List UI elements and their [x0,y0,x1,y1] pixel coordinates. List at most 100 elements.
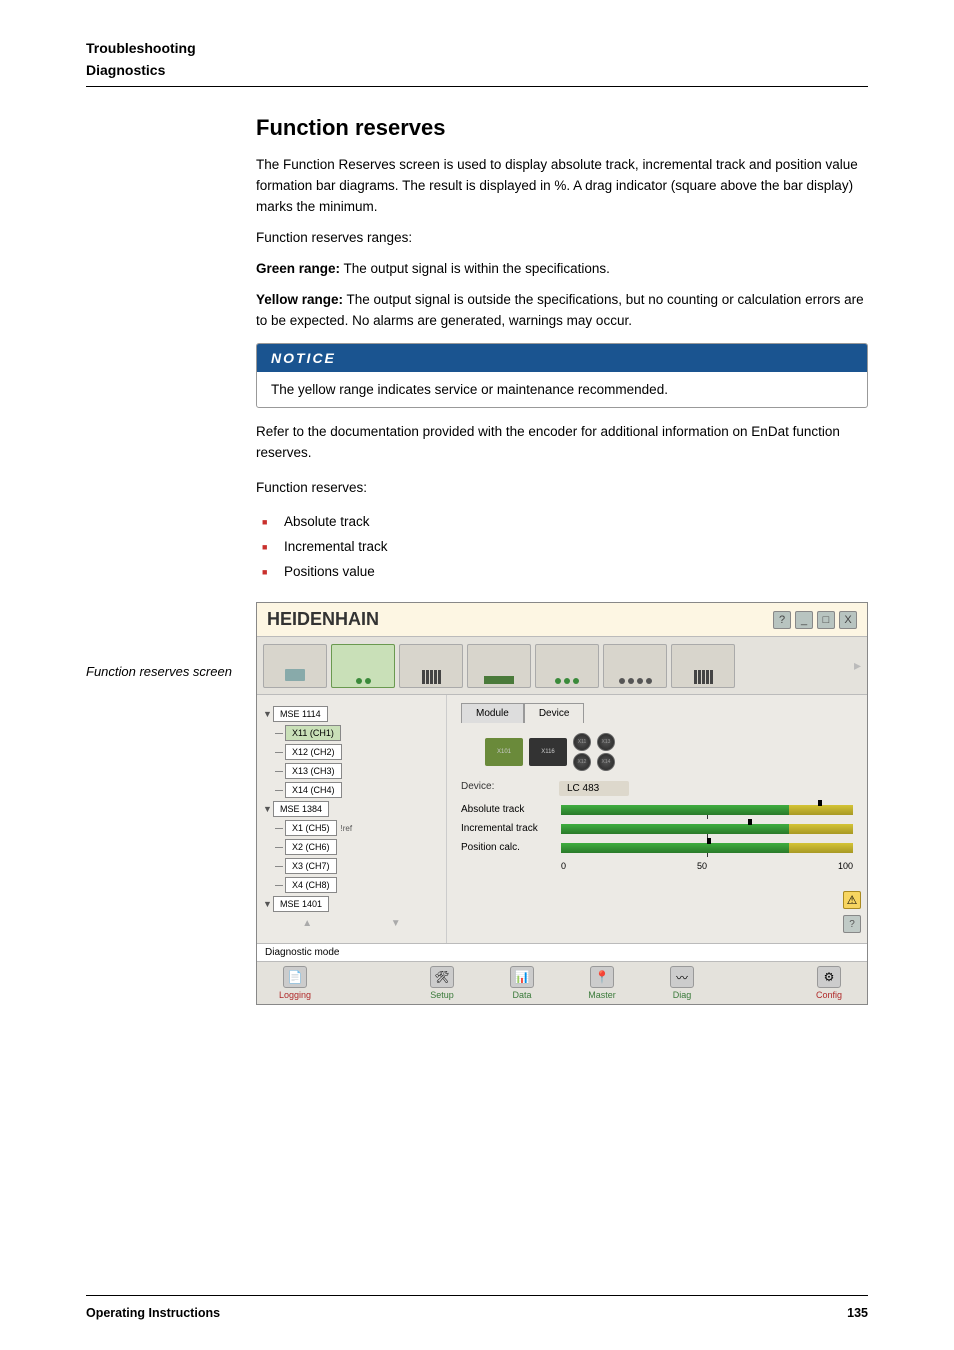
status-bar: Diagnostic mode [257,943,867,962]
tree-node[interactable]: MSE 1401 [273,896,329,912]
green-range-text: The output signal is within the specific… [340,261,610,276]
device-image-row: X101 X116 X11 X12 X13 X14 [461,733,853,771]
bar-scale: 0 50 100 [561,861,853,871]
reserve-bar-row: Position calc. [461,842,853,853]
header-rule [86,86,868,87]
figure-caption: Function reserves screen [86,663,236,681]
yellow-range-line: Yellow range: The output signal is outsi… [256,290,868,332]
logging-icon: 📄 [283,966,307,988]
tree-node[interactable]: MSE 1114 [273,706,328,722]
logging-button[interactable]: 📄Logging [265,966,325,1000]
tree-toggle-icon[interactable]: ▼ [263,899,273,909]
page-title: Function reserves [256,115,868,141]
drag-indicator [818,800,822,806]
app-titlebar: HEIDENHAIN ? _ □ X [257,603,867,637]
reserve-bar-row: Incremental track [461,823,853,834]
module-thumb[interactable] [671,644,735,688]
scroll-right-icon[interactable]: ▸ [854,657,861,674]
function-reserves-screenshot: HEIDENHAIN ? _ □ X ▸ [256,602,868,1005]
reserve-bar [561,805,853,815]
data-button[interactable]: 📊Data [492,966,552,1000]
maximize-button[interactable]: □ [817,611,835,629]
scale-min: 0 [561,861,566,871]
bar-label: Position calc. [461,842,561,853]
device-tree: ▼MSE 1114 X11 (CH1) X12 (CH2) X13 (CH3) … [257,695,447,943]
close-button[interactable]: X [839,611,857,629]
scale-max: 100 [838,861,853,871]
detail-panel: Module Device X101 X116 X11 X12 X13 X14 De… [447,695,867,943]
led-icon: X12 [573,753,591,771]
minimize-button[interactable]: _ [795,611,813,629]
drag-indicator [707,838,711,844]
tree-node[interactable]: X2 (CH6) [285,839,337,855]
bar-label: Incremental track [461,823,561,834]
yellow-range-label: Yellow range: [256,292,343,307]
tree-node[interactable]: MSE 1384 [273,801,329,817]
footer-left: Operating Instructions [86,1306,220,1320]
green-range-line: Green range: The output signal is within… [256,259,868,280]
module-thumb[interactable] [467,644,531,688]
module-port-image: X116 [529,738,567,766]
tree-node-selected[interactable]: X11 (CH1) [285,725,341,741]
bottom-toolbar: 📄Logging 🛠Setup 📊Data 📍Master 〰Diag ⚙Con… [257,962,867,1004]
list-intro: Function reserves: [256,478,868,499]
intro-paragraph: The Function Reserves screen is used to … [256,155,868,218]
refer-paragraph: Refer to the documentation provided with… [256,422,868,464]
config-icon: ⚙ [817,966,841,988]
tree-node[interactable]: X4 (CH8) [285,877,337,893]
tree-node[interactable]: X13 (CH3) [285,763,342,779]
module-port-image: X101 [485,738,523,766]
ranges-intro: Function reserves ranges: [256,228,868,249]
led-icon: X13 [597,733,615,751]
device-value: LC 483 [559,781,629,796]
reserves-bullet-list: Absolute track Incremental track Positio… [256,509,868,584]
tab-module[interactable]: Module [461,703,524,723]
data-icon: 📊 [510,966,534,988]
module-thumb[interactable] [535,644,599,688]
setup-icon: 🛠 [430,966,454,988]
yellow-range-text: The output signal is outside the specifi… [256,292,864,328]
master-button[interactable]: 📍Master [572,966,632,1000]
module-strip: ▸ [257,637,867,695]
header-breadcrumb-2: Diagnostics [86,62,868,78]
list-item: Incremental track [256,534,868,559]
led-icon: X11 [573,733,591,751]
list-item: Absolute track [256,509,868,534]
module-thumb[interactable] [603,644,667,688]
footer-page-number: 135 [847,1306,868,1320]
tree-toggle-icon[interactable]: ▼ [263,804,273,814]
master-icon: 📍 [590,966,614,988]
notice-body: The yellow range indicates service or ma… [257,372,867,407]
tree-toggle-icon[interactable]: ▼ [263,709,273,719]
diag-button[interactable]: 〰Diag [652,966,712,1000]
device-label: Device: [461,781,549,796]
module-thumb-selected[interactable] [331,644,395,688]
reserve-bar-row: Absolute track [461,804,853,815]
tab-device[interactable]: Device [524,703,585,723]
led-icon: X14 [597,753,615,771]
diag-icon: 〰 [670,966,694,988]
header-breadcrumb-1: Troubleshooting [86,40,868,56]
config-button[interactable]: ⚙Config [799,966,859,1000]
green-range-label: Green range: [256,261,340,276]
setup-button[interactable]: 🛠Setup [412,966,472,1000]
module-thumb[interactable] [263,644,327,688]
tree-up-icon[interactable]: ▲ [302,918,312,929]
warning-icon[interactable]: ⚠ [843,891,861,909]
tree-node[interactable]: X12 (CH2) [285,744,342,760]
scale-mid: 50 [697,861,707,871]
help-button[interactable]: ? [773,611,791,629]
list-item: Positions value [256,559,868,584]
reserve-bar [561,824,853,834]
tree-node[interactable]: X14 (CH4) [285,782,342,798]
drag-indicator [748,819,752,825]
help-icon[interactable]: ? [843,915,861,933]
reserve-bar [561,843,853,853]
notice-header: NOTICE [257,344,867,372]
module-thumb[interactable] [399,644,463,688]
tree-node[interactable]: X1 (CH5) [285,820,337,836]
notice-box: NOTICE The yellow range indicates servic… [256,343,868,408]
tree-down-icon[interactable]: ▼ [391,918,401,929]
ref-badge: !ref [341,824,353,833]
tree-node[interactable]: X3 (CH7) [285,858,337,874]
